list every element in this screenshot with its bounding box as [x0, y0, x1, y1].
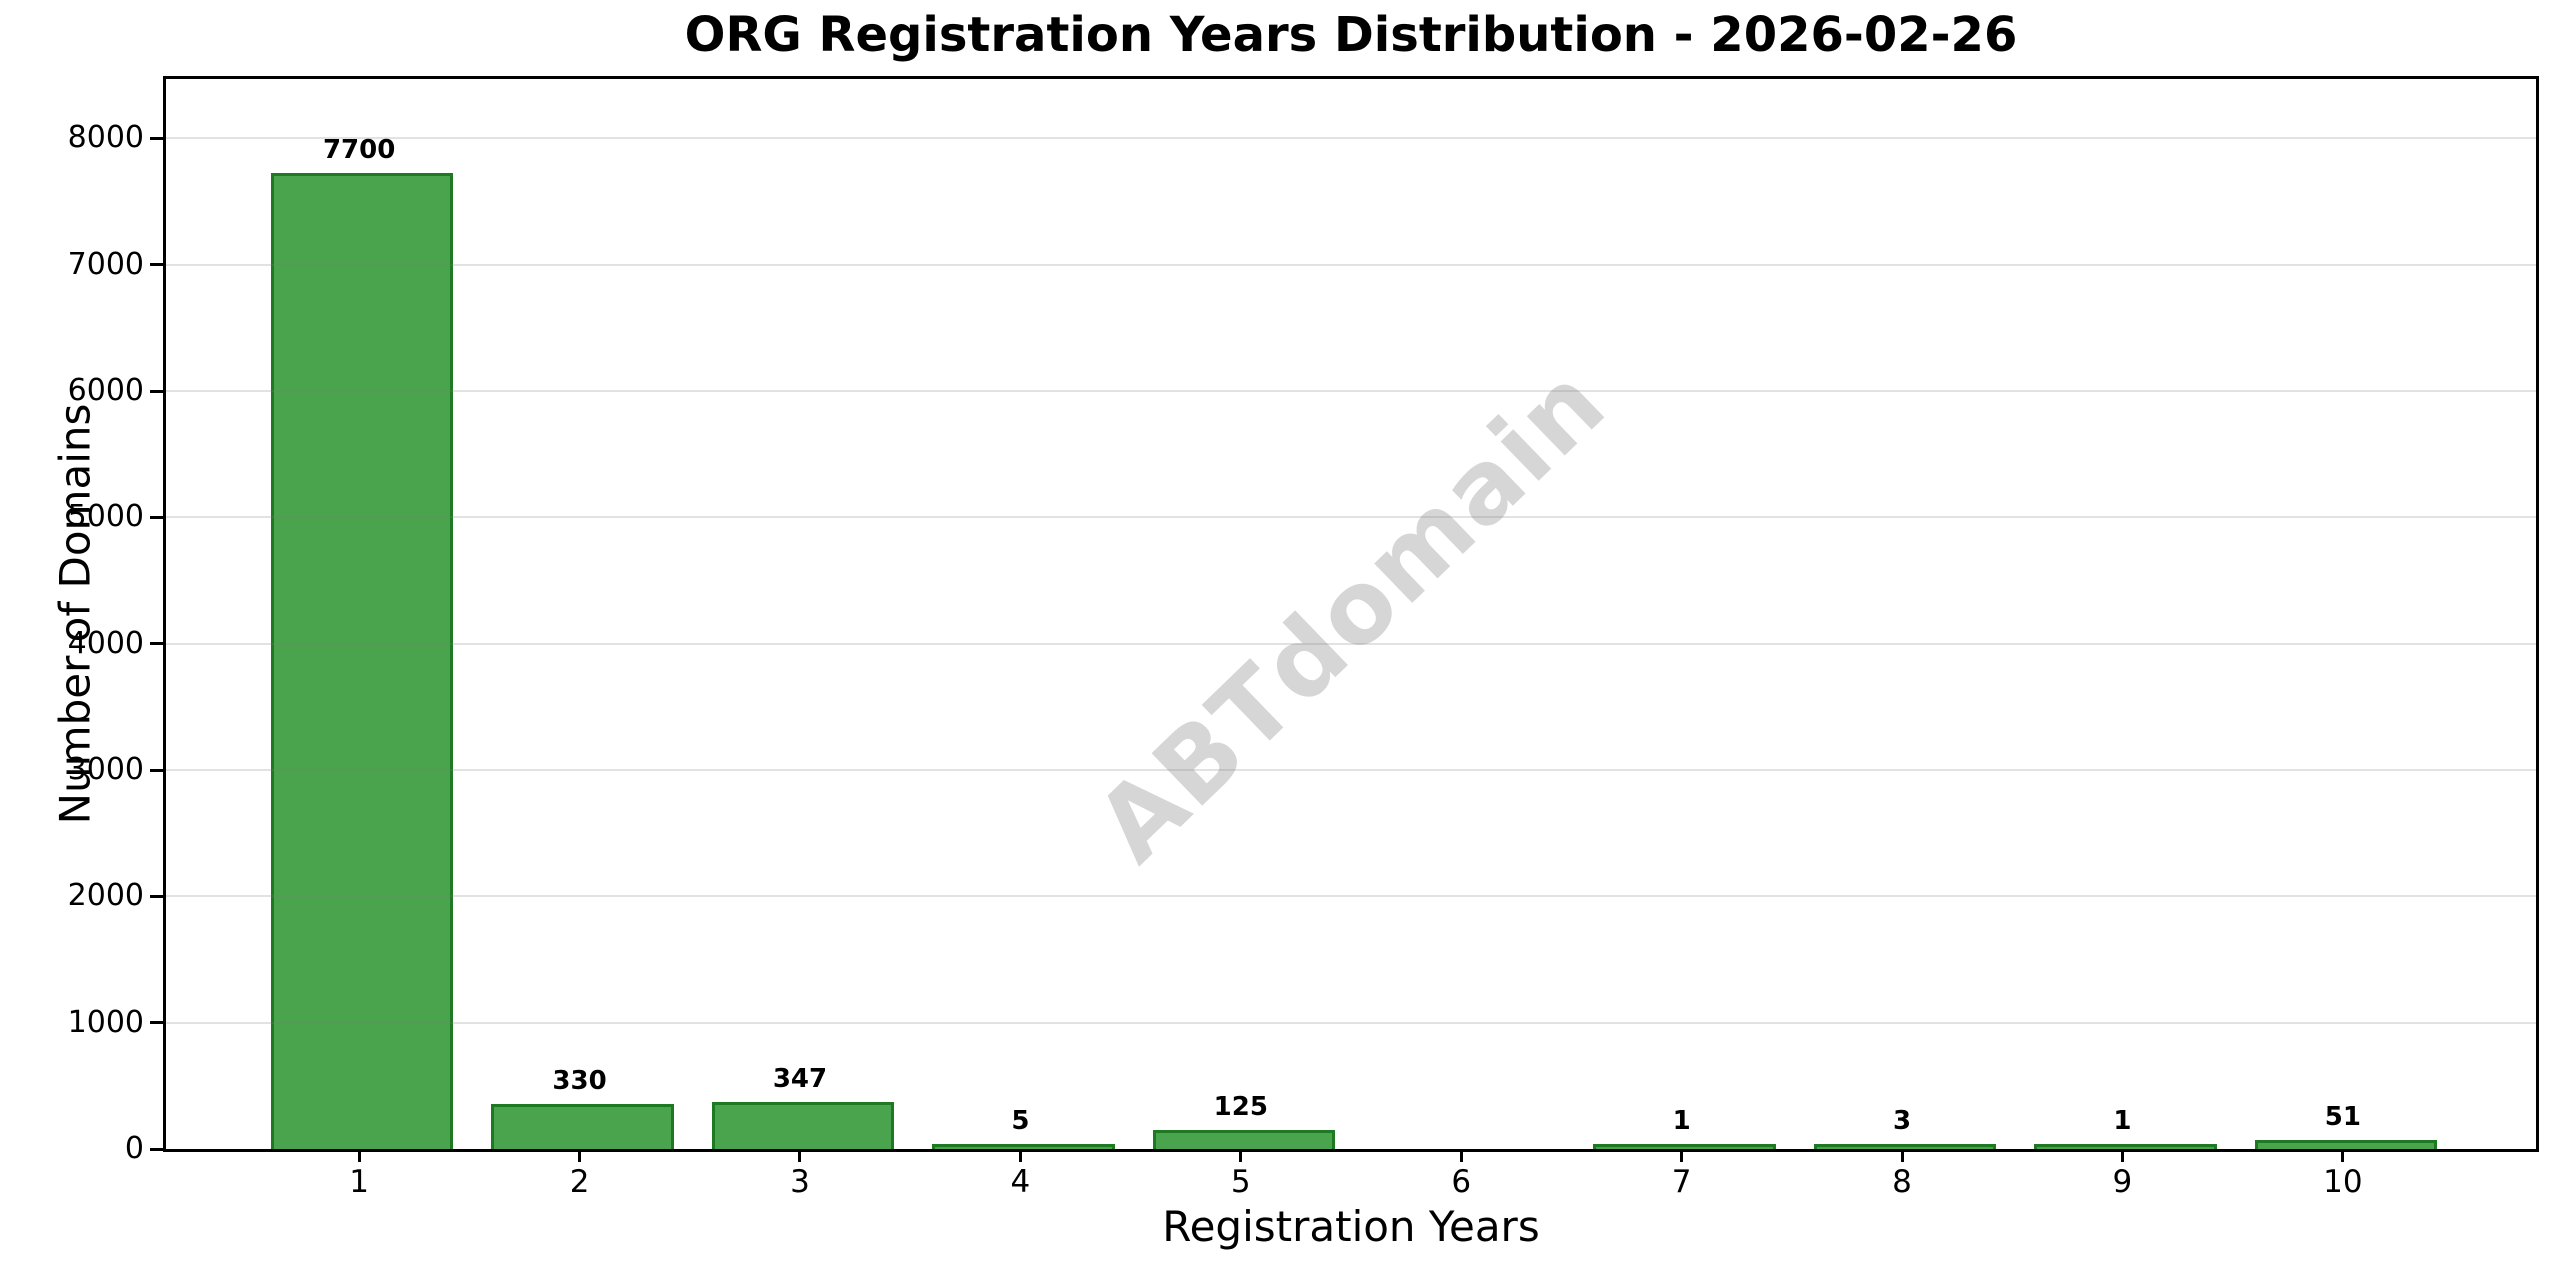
y-axis-label: Number of Domains	[50, 403, 100, 825]
x-tick-mark-7	[1680, 1152, 1684, 1162]
bar-year-5	[1152, 1130, 1335, 1149]
bar-year-1	[271, 173, 454, 1149]
x-tick-mark-10	[2341, 1152, 2345, 1162]
y-tick-mark-6000	[150, 389, 163, 393]
gridline-2000	[166, 895, 2536, 898]
y-tick-mark-7000	[150, 263, 163, 267]
y-tick-label-4000: 4000	[67, 625, 144, 661]
y-tick-label-0: 0	[124, 1131, 144, 1166]
gridline-5000	[166, 516, 2536, 519]
x-tick-label-9: 9	[2112, 1164, 2133, 1200]
y-tick-label-3000: 3000	[67, 752, 144, 787]
y-tick-mark-3000	[150, 768, 163, 772]
y-tick-mark-0	[150, 1147, 163, 1151]
bar-year-8	[1813, 1144, 1997, 1149]
gridline-8000	[166, 137, 2536, 140]
x-tick-mark-2	[578, 1152, 582, 1162]
y-tick-label-6000: 6000	[67, 373, 144, 409]
bar-year-3	[711, 1102, 895, 1149]
y-tick-label-7000: 7000	[67, 246, 144, 282]
x-tick-mark-8	[1900, 1152, 1904, 1162]
chart-title: ORG Registration Years Distribution - 20…	[684, 7, 2018, 63]
y-tick-label-8000: 8000	[67, 120, 144, 156]
bar-value-label-8: 3	[1892, 1106, 1912, 1136]
x-tick-label-10: 10	[2323, 1164, 2363, 1200]
x-tick-mark-3	[798, 1152, 802, 1162]
y-tick-mark-8000	[150, 136, 163, 140]
y-tick-label-2000: 2000	[67, 878, 144, 914]
x-tick-label-7: 7	[1671, 1164, 1692, 1200]
bar-value-label-9: 1	[2113, 1106, 2132, 1136]
bar-year-4	[932, 1144, 1115, 1149]
x-tick-label-5: 5	[1230, 1164, 1251, 1200]
gridline-4000	[166, 642, 2536, 645]
x-tick-mark-4	[1018, 1152, 1022, 1162]
gridline-1000	[166, 1021, 2536, 1024]
x-axis-label: Registration Years	[1162, 1202, 1540, 1251]
x-tick-mark-5	[1239, 1152, 1243, 1162]
bar-year-2	[491, 1104, 674, 1149]
bar-year-7	[1593, 1144, 1776, 1149]
x-tick-label-6: 6	[1451, 1164, 1472, 1200]
gridline-7000	[166, 263, 2536, 266]
y-tick-label-5000: 5000	[67, 499, 144, 535]
x-tick-label-8: 8	[1892, 1164, 1912, 1200]
bar-value-label-10: 51	[2324, 1101, 2361, 1132]
bar-value-label-5: 125	[1213, 1092, 1268, 1123]
y-tick-mark-1000	[150, 1021, 163, 1025]
gridline-6000	[166, 390, 2536, 393]
plot-area: ABTdomain 7700 330 347 5 125 1 3 1 51	[163, 76, 2539, 1152]
y-tick-label-1000: 1000	[67, 1004, 144, 1040]
gridline-3000	[166, 769, 2536, 772]
bar-value-label-1: 7700	[322, 135, 396, 166]
y-tick-mark-2000	[150, 894, 163, 898]
bar-value-label-2: 330	[552, 1066, 607, 1097]
watermark-text: ABTdomain	[1073, 343, 1629, 885]
x-tick-label-2: 2	[569, 1164, 590, 1200]
x-tick-label-1: 1	[349, 1164, 370, 1200]
bar-year-10	[2254, 1139, 2437, 1149]
x-tick-mark-6	[1459, 1152, 1463, 1162]
x-tick-label-3: 3	[790, 1164, 810, 1200]
x-tick-label-4: 4	[1010, 1164, 1031, 1200]
bar-value-label-7: 1	[1672, 1106, 1691, 1136]
bar-year-9	[2034, 1144, 2217, 1149]
x-tick-mark-9	[2120, 1152, 2124, 1162]
y-tick-mark-5000	[150, 515, 163, 519]
y-tick-mark-4000	[150, 642, 163, 646]
x-tick-mark-1	[357, 1152, 361, 1162]
bar-value-label-4: 5	[1011, 1106, 1030, 1136]
bar-value-label-3: 347	[772, 1064, 828, 1095]
